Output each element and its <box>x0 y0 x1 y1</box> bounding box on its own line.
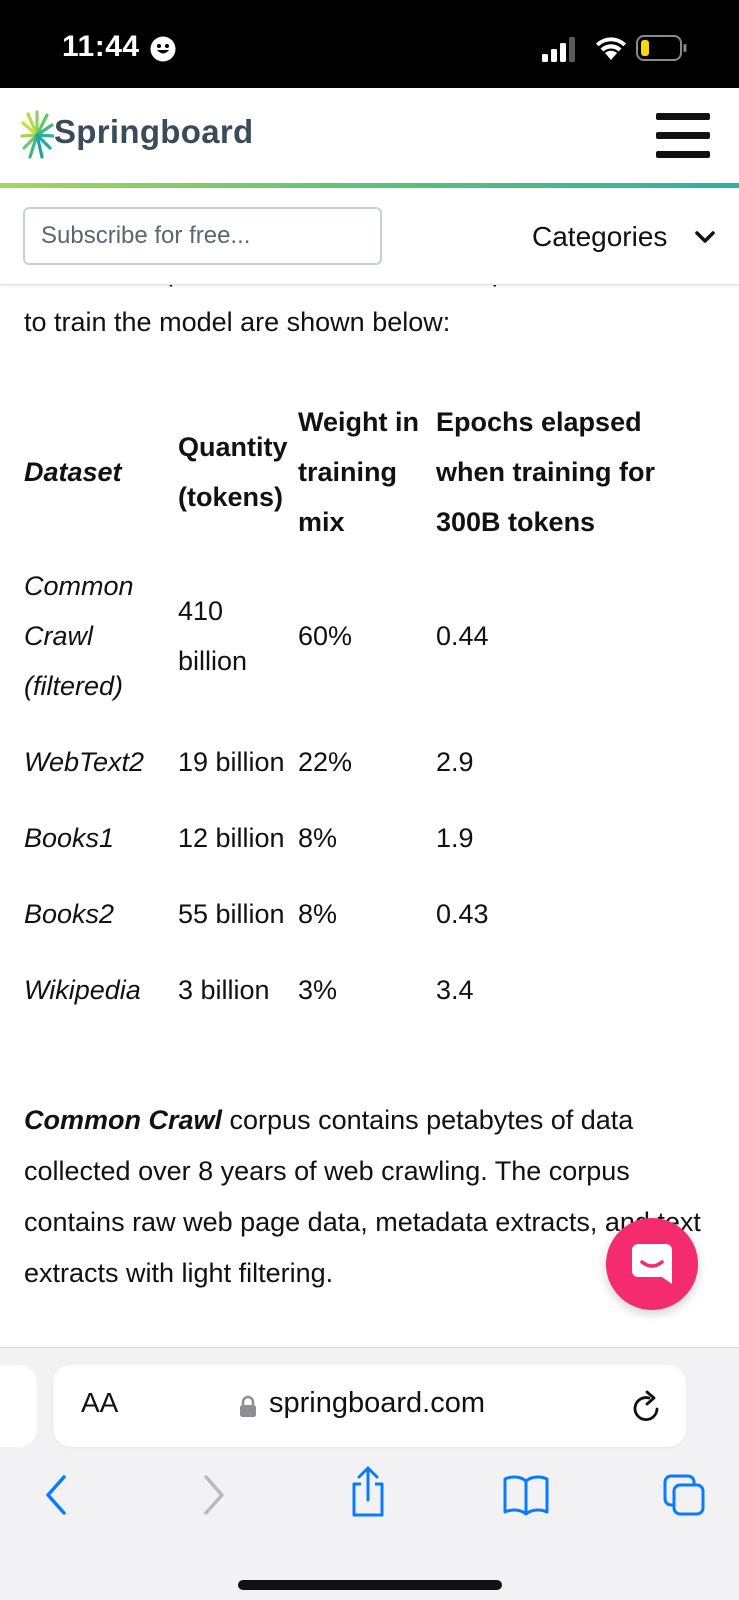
status-bar: 11:44 <box>0 0 739 88</box>
table-cell-epochs: 2.9 <box>436 747 474 777</box>
table-header-weight: Weight in training mix <box>298 407 419 537</box>
battery-icon <box>636 35 687 61</box>
address-bar[interactable]: AA springboard.com <box>53 1365 686 1447</box>
common-crawl-description: corpus contains petabytes of data collec… <box>24 1105 701 1288</box>
wifi-icon <box>596 37 626 60</box>
table-cell-dataset: Books2 <box>24 899 115 929</box>
table-cell-epochs: 0.44 <box>436 621 489 651</box>
table-header-quantity: Quantity (tokens) <box>178 432 288 512</box>
table-cell-dataset: Common Crawl (filtered) <box>24 571 134 701</box>
table-cell-quantity: 3 billion <box>178 975 270 1005</box>
table-cell-epochs: 1.9 <box>436 823 474 853</box>
header-accent-line <box>0 183 739 188</box>
chat-launcher-button[interactable] <box>606 1218 698 1310</box>
table-header-epochs: Epochs elapsed when training for 300B to… <box>436 407 655 537</box>
table-row: Books1 12 billion 8% 1.9 <box>24 813 686 889</box>
table-cell-quantity: 410 billion <box>178 596 248 676</box>
categories-dropdown[interactable]: Categories <box>532 221 668 252</box>
tabs-icon[interactable] <box>662 1473 706 1517</box>
table-cell-weight: 8% <box>298 823 338 853</box>
table-cell-quantity: 55 billion <box>178 899 285 929</box>
browser-toolbar: AA springboard.com <box>0 1347 739 1600</box>
status-time: 11:44 <box>62 30 140 63</box>
table-cell-dataset: Wikipedia <box>24 975 141 1005</box>
share-icon[interactable] <box>348 1466 388 1518</box>
table-cell-quantity: 19 billion <box>178 747 285 777</box>
text-size-button[interactable]: AA <box>81 1387 118 1419</box>
table-row: Wikipedia 3 billion 3% 3.4 <box>24 965 686 1041</box>
hamburger-menu-icon[interactable] <box>656 113 710 159</box>
cellular-signal-icon <box>542 37 575 62</box>
common-crawl-term: Common Crawl <box>24 1105 223 1135</box>
forward-icon[interactable] <box>200 1473 228 1517</box>
table-cell-weight: 60% <box>298 621 353 651</box>
table-cell-dataset: WebText2 <box>24 747 145 777</box>
bookmarks-icon[interactable] <box>502 1473 550 1517</box>
smiley-icon <box>150 36 176 62</box>
table-row: Books2 55 billion 8% 0.43 <box>24 889 686 965</box>
table-cell-weight: 8% <box>298 899 338 929</box>
home-indicator <box>238 1580 502 1590</box>
lock-icon <box>240 1395 256 1417</box>
springboard-logo-icon[interactable] <box>20 110 54 160</box>
reload-icon[interactable] <box>630 1389 662 1423</box>
table-cell-dataset: Books1 <box>24 823 115 853</box>
back-icon[interactable] <box>42 1473 70 1517</box>
datasets-table: Dataset Quantity (tokens) Weight in trai… <box>24 397 686 1041</box>
previous-tab-peek[interactable] <box>0 1365 37 1447</box>
table-cell-weight: 22% <box>298 747 353 777</box>
springboard-logo-text[interactable]: Springboard <box>54 113 254 150</box>
table-header-row: Dataset Quantity (tokens) Weight in trai… <box>24 397 686 561</box>
article-content: include Wikipedia and books. The multipl… <box>0 285 739 1347</box>
table-cell-epochs: 3.4 <box>436 975 474 1005</box>
table-cell-quantity: 12 billion <box>178 823 285 853</box>
subscribe-email-input[interactable] <box>23 207 382 265</box>
subscribe-bar: Categories <box>0 191 739 285</box>
chat-bubble-icon <box>632 1244 672 1284</box>
chevron-down-icon[interactable] <box>694 229 716 245</box>
common-crawl-paragraph: Common Crawl corpus contains petabytes o… <box>24 1095 724 1299</box>
table-header-dataset: Dataset <box>24 457 122 487</box>
table-row: WebText2 19 billion 22% 2.9 <box>24 737 686 813</box>
table-cell-weight: 3% <box>298 975 338 1005</box>
intro-paragraph: include Wikipedia and books. The multipl… <box>24 285 703 337</box>
table-row: Common Crawl (filtered) 410 billion 60% … <box>24 561 686 737</box>
url-text[interactable]: springboard.com <box>269 1387 485 1419</box>
table-cell-epochs: 0.43 <box>436 899 489 929</box>
text-size-label: AA <box>81 1387 119 1418</box>
site-header: Springboard <box>0 88 739 188</box>
